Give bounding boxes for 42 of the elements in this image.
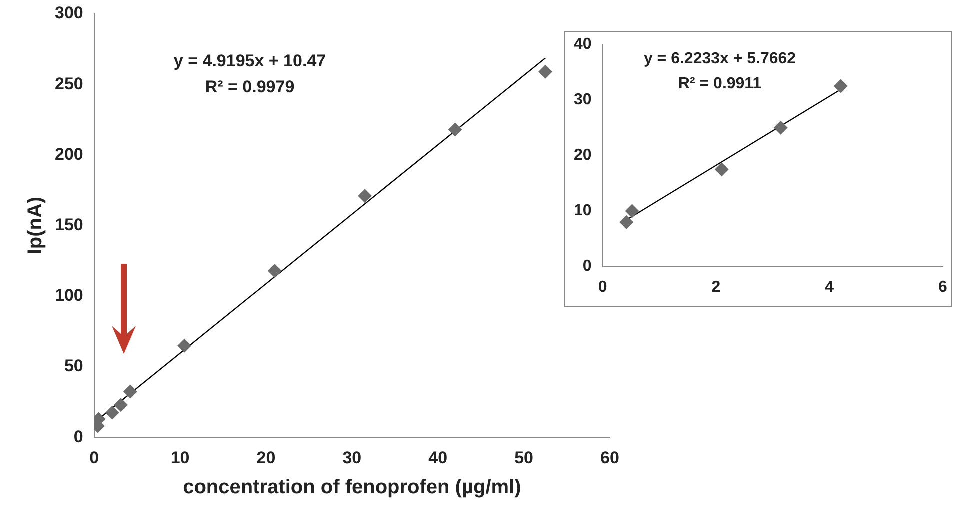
point <box>620 215 634 230</box>
y-tick-label: 20 <box>574 147 592 164</box>
point <box>448 122 462 137</box>
x-tick-label: 30 <box>342 448 362 468</box>
annotation: R² = 0.9979 <box>205 78 295 97</box>
y-tick-label: 0 <box>582 258 592 276</box>
x-tick-label: 40 <box>428 448 448 468</box>
point <box>358 189 372 204</box>
x-axis-title: concentration of fenoprofen (µg/ml) <box>183 476 522 499</box>
y-tick-label: 40 <box>574 36 592 54</box>
y-tick-label: 10 <box>574 202 592 220</box>
annotation: R² = 0.9911 <box>678 75 762 92</box>
point <box>714 162 729 177</box>
point <box>774 120 788 135</box>
x-tick-label: 4 <box>825 278 834 296</box>
y-tick-label: 50 <box>64 356 84 376</box>
y-tick-label: 200 <box>54 144 84 164</box>
y-tick-label: 0 <box>74 427 84 446</box>
x-tick-label: 0 <box>90 448 100 468</box>
x-tick-label: 0 <box>598 278 608 296</box>
point <box>123 384 138 399</box>
x-tick-label: 10 <box>170 448 190 468</box>
x-tick-label: 6 <box>938 278 948 296</box>
y-tick-label: 300 <box>54 4 84 23</box>
y-tick-label: 150 <box>54 215 84 234</box>
x-tick-label: 60 <box>600 448 620 468</box>
y-tick-label: 250 <box>54 74 84 94</box>
x-tick-label: 50 <box>514 448 534 468</box>
point <box>114 398 128 412</box>
x-tick-label: 2 <box>712 278 721 296</box>
annotation: y = 6.2233x + 5.7662 <box>644 50 796 68</box>
y-tick-label: 30 <box>574 92 592 109</box>
point <box>105 406 120 420</box>
x-tick-label: 20 <box>256 448 276 468</box>
annotation: y = 4.9195x + 10.47 <box>174 52 326 71</box>
point <box>538 64 553 79</box>
y-tick-label: 100 <box>54 286 84 306</box>
point <box>834 79 848 94</box>
y-axis-title: Ip(nA) <box>24 196 47 255</box>
point <box>625 204 640 218</box>
point <box>268 264 282 278</box>
point <box>178 338 192 353</box>
